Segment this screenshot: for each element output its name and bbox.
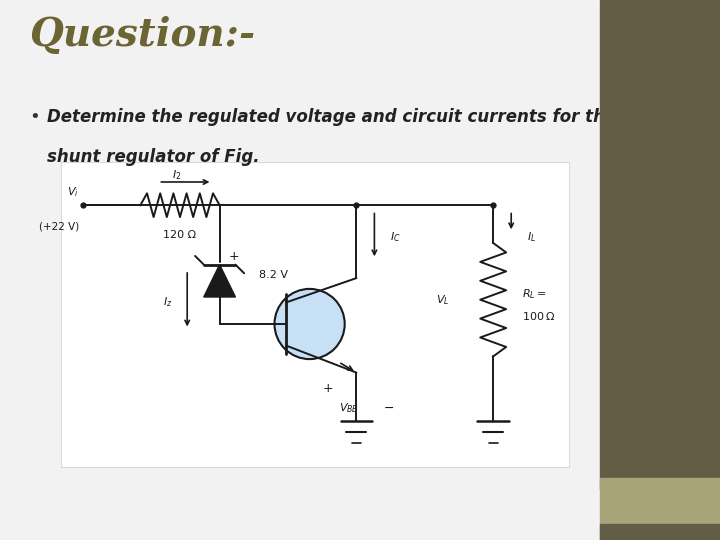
Bar bbox=[61, 162, 569, 467]
Text: +: + bbox=[229, 250, 239, 263]
Text: $100\,\Omega$: $100\,\Omega$ bbox=[522, 310, 555, 322]
Text: (+22 V): (+22 V) bbox=[39, 222, 79, 232]
Text: 8.2 V: 8.2 V bbox=[259, 271, 288, 280]
Text: $I_z$: $I_z$ bbox=[163, 295, 173, 309]
Text: 120 Ω: 120 Ω bbox=[163, 230, 197, 240]
Text: $I_2$: $I_2$ bbox=[171, 168, 181, 183]
Text: $-$: $-$ bbox=[383, 401, 395, 414]
Text: $I_C$: $I_C$ bbox=[390, 231, 401, 245]
Text: $I_L$: $I_L$ bbox=[527, 231, 536, 245]
Text: Question:-: Question:- bbox=[29, 16, 255, 54]
Ellipse shape bbox=[274, 289, 345, 359]
Text: $V_i$: $V_i$ bbox=[68, 185, 79, 199]
Text: shunt regulator of Fig.: shunt regulator of Fig. bbox=[47, 148, 259, 166]
Text: $V_{BE}$: $V_{BE}$ bbox=[339, 401, 359, 415]
Text: Determine the regulated voltage and circuit currents for the: Determine the regulated voltage and circ… bbox=[47, 108, 616, 126]
Polygon shape bbox=[204, 265, 235, 297]
Text: •: • bbox=[29, 108, 40, 126]
Text: $V_L$: $V_L$ bbox=[436, 293, 449, 307]
Text: +: + bbox=[323, 382, 333, 395]
Text: $R_L =$: $R_L =$ bbox=[522, 287, 546, 301]
